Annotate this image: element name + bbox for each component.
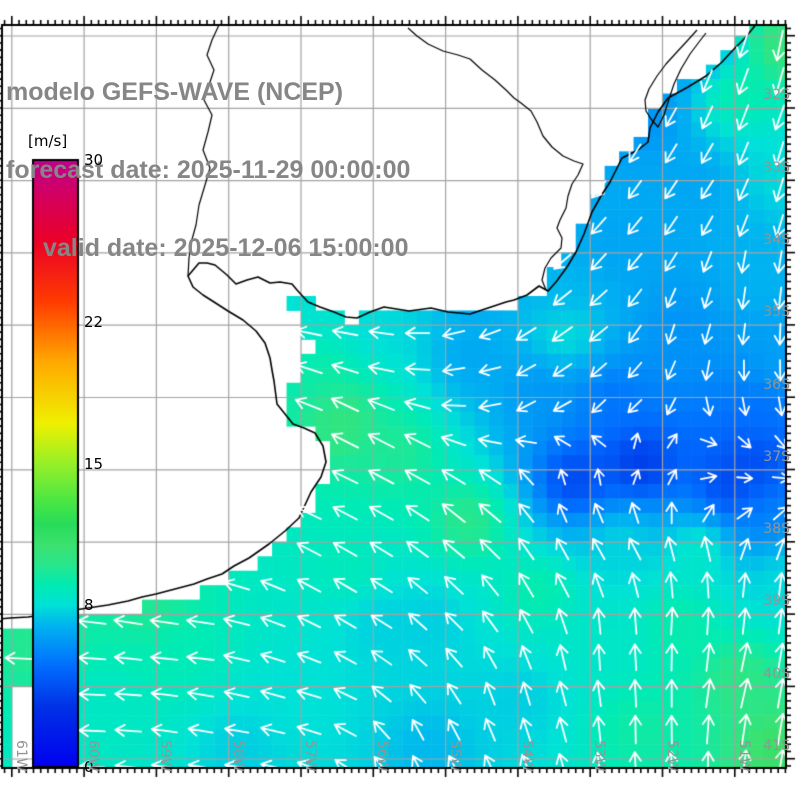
lat-label: 39S <box>763 593 790 610</box>
lat-label: 36S <box>763 376 790 393</box>
lat-label: 38S <box>763 521 790 538</box>
lon-label: 58W <box>229 740 246 772</box>
colorbar-tick-label: 30 <box>84 151 104 169</box>
lon-label: 55W <box>446 740 463 772</box>
lat-label: 35S <box>763 304 790 321</box>
lon-label: 59W <box>157 740 174 772</box>
lat-label: 34S <box>763 231 790 248</box>
lon-label: 52W <box>663 740 680 772</box>
lat-label: 41S <box>763 738 790 754</box>
lon-label: 53W <box>591 740 608 772</box>
lon-label: 60W <box>85 740 102 772</box>
lon-label: 57W <box>302 740 318 772</box>
lat-label: 32S <box>763 87 790 104</box>
forecast-date-label: forecast date: 2025-11-29 00:00:00 <box>6 156 411 184</box>
lat-label: 37S <box>763 448 790 465</box>
colorbar-unit-label: [m/s] <box>28 132 68 150</box>
colorbar-tick-label: 0 <box>84 758 94 776</box>
map-title-block: modelo GEFS-WAVE (NCEP) forecast date: 2… <box>6 27 410 313</box>
lat-label: 33S <box>763 159 790 176</box>
lon-label: 56W <box>374 740 391 772</box>
colorbar-tick-label: 22 <box>84 312 104 331</box>
lon-label: 54W <box>518 740 535 772</box>
colorbar-tick-label: 15 <box>84 454 104 473</box>
valid-date-label: valid date: 2025-12-06 15:00:00 <box>43 234 409 262</box>
model-title: modelo GEFS-WAVE (NCEP) <box>6 78 344 106</box>
colorbar-tick-label: 8 <box>84 596 94 615</box>
lon-label: 61W <box>12 740 29 772</box>
lat-label: 40S <box>763 665 790 682</box>
